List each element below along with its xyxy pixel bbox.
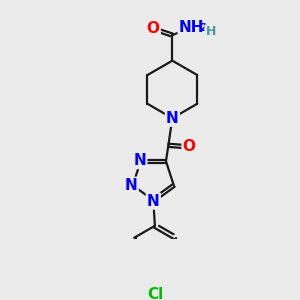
Text: N: N — [125, 178, 138, 193]
Text: O: O — [183, 140, 196, 154]
Text: Cl: Cl — [147, 287, 163, 300]
Text: H: H — [206, 26, 216, 38]
Text: 2: 2 — [200, 23, 207, 33]
Text: O: O — [147, 21, 160, 36]
Text: N: N — [134, 153, 146, 168]
Text: N: N — [147, 194, 160, 208]
Text: N: N — [166, 111, 179, 126]
Text: NH: NH — [179, 20, 204, 34]
